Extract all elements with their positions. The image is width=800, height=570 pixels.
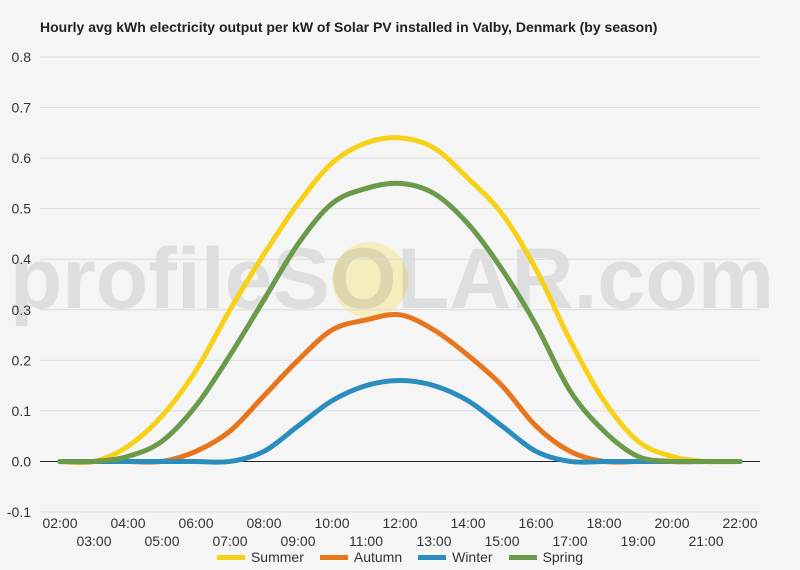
legend-label: Winter [452,549,493,565]
y-tick-label: -0.1 [7,504,31,520]
x-tick-label: 06:00 [178,515,213,531]
x-tick-label: 18:00 [586,515,621,531]
x-tick-label: 19:00 [620,533,655,549]
series-line-summer [57,135,743,466]
x-tick-label: 04:00 [110,515,145,531]
y-tick-label: 0.5 [12,201,32,217]
x-tick-label: 07:00 [212,533,247,549]
legend-label: Summer [250,549,304,565]
x-axis-ticks: 02:00 03:00 04:00 05:00 06:00 07:00 08:00 09:00… [42,515,757,549]
y-tick-label: 0.2 [12,352,32,368]
legend-item-winter: Winter [418,549,493,565]
chart-title: Hourly avg kWh electricity output per kW… [40,19,658,35]
x-tick-label: 09:00 [280,533,315,549]
x-tick-label: 02:00 [42,515,77,531]
x-tick-label: 03:00 [76,533,111,549]
y-tick-label: 0.0 [12,453,32,469]
legend-item-spring: Spring [508,549,584,565]
legend-label: Spring [542,549,584,565]
legend-swatch [418,554,447,560]
watermark-sun [332,242,408,318]
y-tick-label: 0.4 [12,251,32,267]
x-tick-label: 14:00 [450,515,485,531]
x-tick-label: 20:00 [654,515,689,531]
series-lines [57,135,743,466]
series-line-winter [57,378,743,465]
legend-swatch [508,554,537,560]
y-tick-label: 0.6 [12,150,32,166]
x-tick-label: 05:00 [144,533,179,549]
x-tick-label: 08:00 [246,515,281,531]
y-tick-label: 0.7 [12,100,32,116]
x-tick-label: 17:00 [552,533,587,549]
x-tick-label: 12:00 [382,515,417,531]
x-tick-label: 10:00 [314,515,349,531]
x-tick-label: 15:00 [484,533,519,549]
legend-swatch [216,554,245,560]
x-tick-label: 16:00 [518,515,553,531]
y-axis-ticks: 0.8 0.7 0.6 0.5 0.4 0.3 0.2 0.1 0.0 -0.1 [7,49,31,520]
x-tick-label: 21:00 [688,533,723,549]
legend: Summer Autumn Winter Spring [0,549,800,565]
watermark: profileSOLAR.com [10,231,775,327]
x-tick-label: 13:00 [416,533,451,549]
legend-item-summer: Summer [216,549,304,565]
y-tick-label: 0.8 [12,49,32,65]
y-tick-label: 0.1 [12,403,32,419]
x-tick-label: 11:00 [349,533,383,549]
legend-swatch [319,554,348,560]
watermark-text: profileSOLAR.com [10,231,775,327]
legend-label: Autumn [353,549,403,565]
y-tick-label: 0.3 [12,302,32,318]
gridlines [40,56,760,513]
series-line-spring [57,180,743,465]
x-tick-label: 22:00 [722,515,757,531]
legend-item-autumn: Autumn [319,549,403,565]
